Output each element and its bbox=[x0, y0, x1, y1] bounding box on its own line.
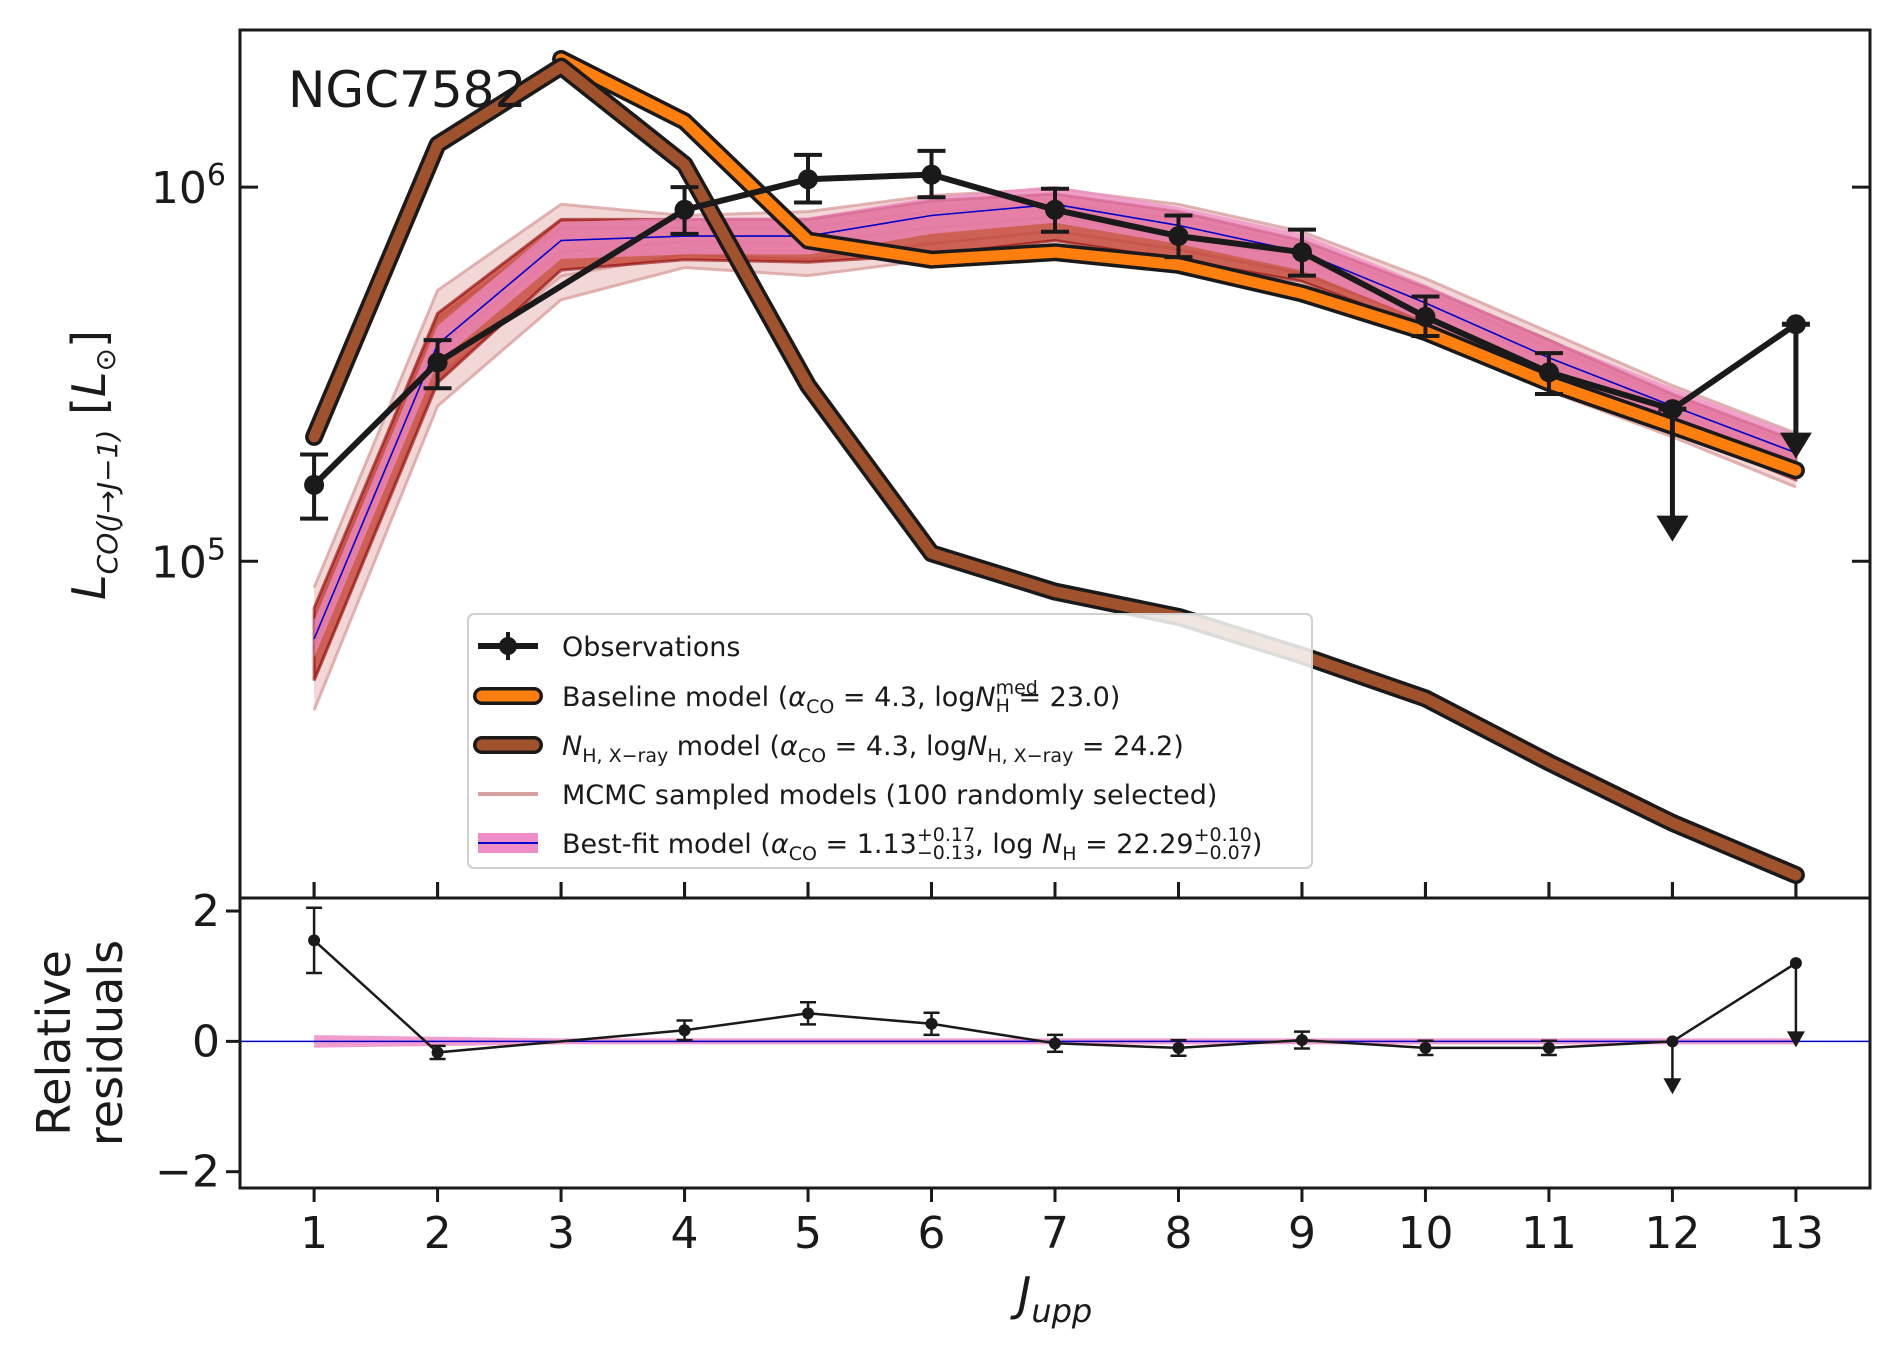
residual-upper-limit-arrowhead bbox=[1786, 1031, 1805, 1048]
x-tick-label: 9 bbox=[1288, 1208, 1316, 1259]
residual-line bbox=[313, 939, 1797, 1054]
observation-point bbox=[427, 352, 448, 373]
upper-limit-arrowhead bbox=[1779, 432, 1812, 459]
x-tick-label: 4 bbox=[671, 1208, 699, 1259]
x-tick-label: 6 bbox=[918, 1208, 946, 1259]
residual-y-axis-title-line: residuals bbox=[79, 940, 133, 1146]
residual-point bbox=[925, 1017, 938, 1030]
x-tick-label: 11 bbox=[1521, 1208, 1577, 1259]
residuals-plot-area bbox=[240, 906, 1870, 1095]
residual-point bbox=[431, 1046, 444, 1059]
x-tick-label: 8 bbox=[1164, 1208, 1192, 1259]
residual-y-axis-title-line: Relative bbox=[27, 950, 81, 1136]
x-tick-label: 5 bbox=[794, 1208, 822, 1259]
observation-point bbox=[1538, 362, 1559, 383]
residual-point bbox=[1419, 1041, 1432, 1054]
main-y-tick-label: 106 bbox=[151, 158, 226, 214]
residual-point bbox=[1049, 1037, 1061, 1050]
legend-box bbox=[467, 613, 1313, 869]
x-tick-label: 7 bbox=[1041, 1208, 1069, 1259]
observation-point bbox=[1785, 314, 1806, 335]
observations-line bbox=[311, 171, 1798, 488]
legend-label-mcmc: MCMC sampled models (100 randomly select… bbox=[562, 780, 1217, 811]
baseline-model-line bbox=[555, 53, 1802, 476]
x-tick-label: 12 bbox=[1644, 1208, 1700, 1259]
nh-xray-model-line bbox=[308, 61, 1802, 881]
x-tick-label: 10 bbox=[1397, 1208, 1453, 1259]
residual-y-tick-label: 0 bbox=[192, 1016, 220, 1067]
residual-point bbox=[1172, 1041, 1185, 1054]
observation-point bbox=[798, 169, 819, 190]
legend-label-baseline: Baseline model (αCO = 4.3, logNmed H = 23… bbox=[562, 677, 1120, 718]
main-plot-area bbox=[300, 50, 1812, 884]
observation-point bbox=[674, 199, 695, 220]
upper-limit-arrowhead bbox=[1656, 515, 1689, 542]
legend-label-bestfit: Best-fit model (αCO = 1.13+0.17 −0.13, lo… bbox=[562, 824, 1262, 865]
main-y-tick-label: 105 bbox=[151, 532, 226, 588]
observation-point bbox=[304, 474, 325, 495]
observation-point bbox=[1291, 242, 1312, 263]
legend-label-nh_xray: NH, X−ray model (αCO = 4.3, logNH, X−ray… bbox=[562, 731, 1184, 767]
observation-point bbox=[1045, 199, 1065, 220]
main-panel: 105 106 LCO(J→J−1) [L⊙] bbox=[62, 28, 1872, 900]
observation-point bbox=[921, 164, 942, 185]
residual-upper-limit-arrowhead bbox=[1663, 1078, 1682, 1095]
residual-point bbox=[1666, 1035, 1679, 1048]
residual-point bbox=[1295, 1034, 1308, 1047]
x-tick-label: 3 bbox=[547, 1208, 575, 1259]
legend-label-observations: Observations bbox=[562, 632, 740, 663]
residual-point bbox=[1542, 1041, 1555, 1054]
observation-point bbox=[1662, 399, 1683, 420]
legend-handle-point bbox=[499, 637, 517, 655]
x-tick-label: 2 bbox=[424, 1208, 452, 1259]
residual-point bbox=[802, 1007, 815, 1020]
x-tick-label: 1 bbox=[300, 1208, 328, 1259]
main-y-axis-title: LCO(J→J−1) [L⊙] bbox=[62, 330, 124, 600]
observation-point bbox=[1415, 306, 1436, 327]
residual-point bbox=[308, 934, 321, 947]
observation-point bbox=[1168, 226, 1189, 247]
x-tick-label: 13 bbox=[1768, 1208, 1824, 1259]
residual-y-tick-label: 2 bbox=[192, 886, 220, 937]
residual-y-tick-label: −2 bbox=[155, 1147, 220, 1198]
legend: Observations Baseline model (αCO = 4.3, l… bbox=[467, 613, 1313, 869]
residual-point bbox=[1789, 957, 1802, 970]
residual-point bbox=[678, 1024, 691, 1037]
galaxy-name-annotation: NGC7582 bbox=[288, 61, 526, 119]
